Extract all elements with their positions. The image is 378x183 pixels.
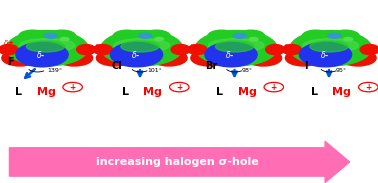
Ellipse shape xyxy=(290,31,372,66)
Ellipse shape xyxy=(208,39,264,52)
Ellipse shape xyxy=(344,38,352,41)
Text: Mg: Mg xyxy=(238,87,257,98)
Ellipse shape xyxy=(332,30,359,42)
Text: L: L xyxy=(311,87,318,98)
Ellipse shape xyxy=(215,41,254,52)
Ellipse shape xyxy=(360,44,378,55)
Ellipse shape xyxy=(56,50,93,66)
Text: L: L xyxy=(216,87,223,98)
Ellipse shape xyxy=(96,50,133,66)
Ellipse shape xyxy=(191,50,228,66)
Text: L: L xyxy=(122,87,129,98)
Ellipse shape xyxy=(121,41,159,52)
Ellipse shape xyxy=(233,33,246,38)
Text: $\delta$-: $\delta$- xyxy=(320,49,329,60)
Text: 95°: 95° xyxy=(336,68,347,73)
Text: 98°: 98° xyxy=(242,68,253,73)
Ellipse shape xyxy=(26,41,65,52)
Text: Mg: Mg xyxy=(332,87,351,98)
Ellipse shape xyxy=(205,42,257,67)
Ellipse shape xyxy=(155,38,163,41)
Ellipse shape xyxy=(19,39,75,52)
Ellipse shape xyxy=(302,30,330,42)
Ellipse shape xyxy=(113,30,141,42)
Text: +: + xyxy=(176,83,183,92)
Ellipse shape xyxy=(114,39,170,52)
Text: $\delta$-: $\delta$- xyxy=(225,49,235,60)
Text: 101°: 101° xyxy=(147,68,162,73)
Text: +: + xyxy=(271,83,277,92)
Text: 139°: 139° xyxy=(47,68,62,73)
Ellipse shape xyxy=(299,42,352,67)
Ellipse shape xyxy=(0,44,18,55)
Text: $\delta$+: $\delta$+ xyxy=(189,42,200,51)
Ellipse shape xyxy=(139,33,152,38)
Text: Mg: Mg xyxy=(37,87,56,98)
Ellipse shape xyxy=(245,50,282,66)
Ellipse shape xyxy=(48,30,76,42)
FancyArrow shape xyxy=(9,141,350,183)
Ellipse shape xyxy=(266,44,285,55)
Ellipse shape xyxy=(77,44,96,55)
Ellipse shape xyxy=(303,39,359,52)
Ellipse shape xyxy=(16,42,68,67)
Text: Mg: Mg xyxy=(143,87,162,98)
Ellipse shape xyxy=(150,50,187,66)
Ellipse shape xyxy=(195,31,277,66)
Ellipse shape xyxy=(2,50,39,66)
Text: increasing halogen σ-hole: increasing halogen σ-hole xyxy=(96,157,259,167)
Text: Cl: Cl xyxy=(112,61,122,71)
Ellipse shape xyxy=(249,38,258,41)
Ellipse shape xyxy=(93,44,112,55)
Ellipse shape xyxy=(328,33,341,38)
Ellipse shape xyxy=(19,30,46,42)
Ellipse shape xyxy=(44,33,57,38)
Text: F: F xyxy=(8,57,14,67)
Ellipse shape xyxy=(310,41,348,52)
Ellipse shape xyxy=(285,50,322,66)
Ellipse shape xyxy=(110,42,163,67)
Ellipse shape xyxy=(171,44,190,55)
Text: +: + xyxy=(365,83,372,92)
Ellipse shape xyxy=(282,44,301,55)
Ellipse shape xyxy=(208,30,235,42)
Text: $\delta$+: $\delta$+ xyxy=(94,42,106,51)
Text: $\delta$+: $\delta$+ xyxy=(3,38,15,47)
Text: $\delta$+: $\delta$+ xyxy=(283,42,295,51)
Ellipse shape xyxy=(6,31,88,66)
Ellipse shape xyxy=(188,44,207,55)
Ellipse shape xyxy=(101,31,183,66)
Ellipse shape xyxy=(237,30,265,42)
Text: I: I xyxy=(304,61,307,71)
Text: $\delta$-: $\delta$- xyxy=(36,49,46,60)
Text: L: L xyxy=(15,87,22,98)
Ellipse shape xyxy=(339,50,376,66)
Text: $\delta$-: $\delta$- xyxy=(131,49,140,60)
Text: +: + xyxy=(70,83,76,92)
Text: Br: Br xyxy=(205,61,217,71)
Ellipse shape xyxy=(60,38,69,41)
Ellipse shape xyxy=(143,30,170,42)
